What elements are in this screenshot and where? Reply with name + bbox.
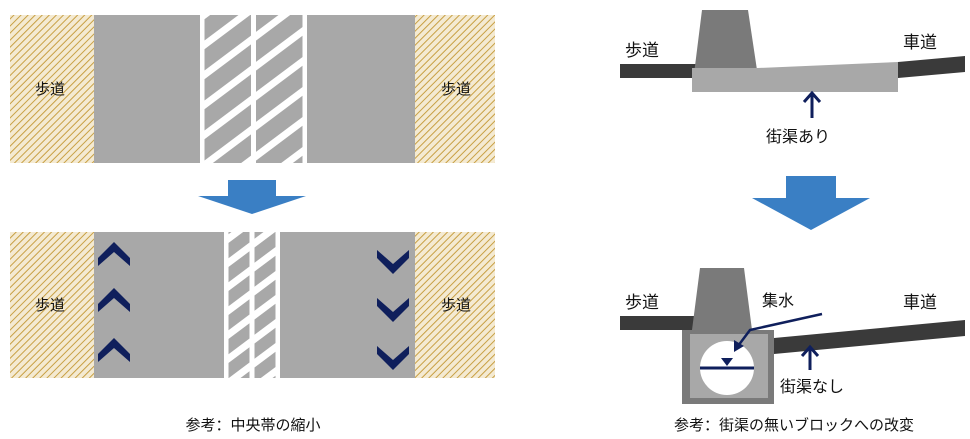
- median-stripes-bottom: [224, 232, 280, 378]
- roadway-label-right-bottom: 車道: [903, 293, 937, 313]
- chevron-down: [377, 346, 409, 370]
- gutter-label-bottom: 街渠なし: [780, 377, 844, 396]
- median-bottom-diagonal-stripe: [224, 245, 280, 293]
- median-top-diagonal-stripe: [200, 15, 251, 52]
- chevron-down: [377, 298, 409, 322]
- right-top-cross-section: 歩道 車道 街渠あり: [620, 10, 965, 146]
- collector-arrow: [734, 312, 823, 352]
- roadway-surface-bottom: [774, 320, 965, 354]
- gutter-label-top: 街渠あり: [766, 127, 830, 146]
- caption-right: 参考：街渠の無いブロックへの改変: [674, 416, 914, 434]
- chevrons-right-column: [377, 250, 409, 370]
- chevron-up: [98, 338, 130, 362]
- median-bottom-diagonal-stripe: [224, 269, 280, 317]
- median-bottom-diagonal-stripe: [224, 317, 280, 365]
- right-bottom-cross-section: 歩道 車道 集水 街渠なし: [620, 268, 965, 404]
- median-bottom-diagonal-stripe: [260, 365, 280, 378]
- water-level-marker: [721, 358, 733, 366]
- median-top-diagonal-stripe: [200, 25, 307, 112]
- median-bottom-diagonal-stripe: [224, 293, 280, 341]
- caption-left: 参考：中央帯の縮小: [185, 416, 320, 434]
- median-top-diagonal-stripe: [241, 115, 307, 163]
- down-arrow-left: [198, 180, 306, 214]
- up-arrow-bottom: [800, 344, 820, 370]
- median-top-diagonal-stripe: [201, 85, 307, 163]
- median-top-diagonal-stripe: [200, 15, 291, 82]
- gutter-slab-top: [692, 62, 898, 92]
- roadway-surface-top: [898, 56, 965, 78]
- left-bottom-road-plan: 歩道 歩道: [10, 232, 495, 378]
- sidewalk-label-right-top: 歩道: [441, 80, 471, 98]
- sidewalk-right-bottom: [415, 232, 495, 378]
- sidewalk-label-right-bottom: 歩道: [441, 296, 471, 314]
- median-top-diagonal-stripe: [200, 55, 307, 142]
- chevrons-left-column: [98, 242, 130, 362]
- median-bottom-diagonal-stripe: [224, 232, 276, 269]
- left-top-road-plan: 歩道 歩道: [10, 15, 495, 163]
- sidewalk-surface-bottom: [620, 316, 698, 330]
- median-top-diagonal-stripe: [281, 145, 307, 163]
- sidewalk-surface-top: [620, 64, 698, 78]
- sidewalk-left-bottom: [10, 232, 94, 378]
- sidewalk-left-top: [10, 15, 94, 163]
- sidewalk-label-left-top: 歩道: [35, 80, 65, 98]
- median-stripes-top: [200, 15, 307, 163]
- median-bottom-diagonal-stripe: [224, 232, 244, 245]
- sidewalk-right-top: [415, 15, 495, 163]
- sidewalk-label-right-bottom: 歩道: [625, 293, 659, 313]
- up-arrow-top: [802, 90, 822, 118]
- roadway-label-right-top: 車道: [903, 33, 937, 53]
- chevron-up: [98, 288, 130, 312]
- down-arrow-right: [752, 176, 870, 230]
- median-bottom-diagonal-stripe: [228, 341, 280, 378]
- sidewalk-label-right-top: 歩道: [625, 41, 659, 61]
- collector-label: 集水: [762, 291, 794, 310]
- chevron-up: [98, 242, 130, 266]
- sidewalk-label-left-bottom: 歩道: [35, 296, 65, 314]
- chevron-down: [377, 250, 409, 274]
